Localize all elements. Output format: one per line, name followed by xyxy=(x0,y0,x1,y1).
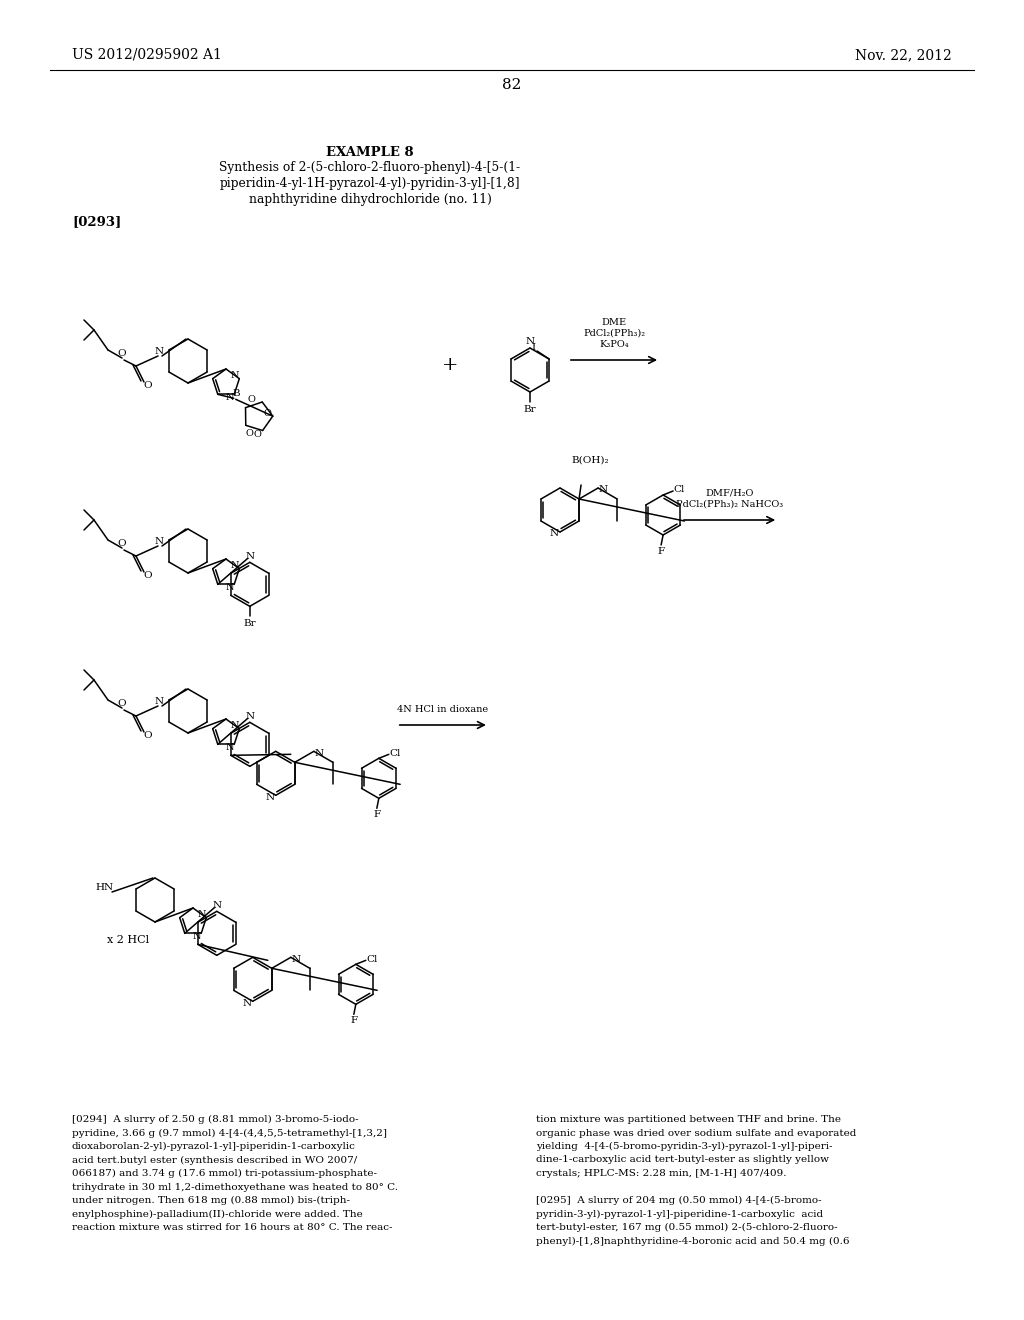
Text: N: N xyxy=(242,999,251,1008)
Text: B(OH)₂: B(OH)₂ xyxy=(571,455,609,465)
Text: O: O xyxy=(143,381,153,391)
Text: yielding  4-[4-(5-bromo-pyridin-3-yl)-pyrazol-1-yl]-piperi-: yielding 4-[4-(5-bromo-pyridin-3-yl)-pyr… xyxy=(536,1142,833,1151)
Text: Cl: Cl xyxy=(367,954,378,964)
Text: 4N HCl in dioxane: 4N HCl in dioxane xyxy=(397,705,488,714)
Text: phenyl)-[1,8]naphthyridine-4-boronic acid and 50.4 mg (0.6: phenyl)-[1,8]naphthyridine-4-boronic aci… xyxy=(536,1237,850,1246)
Text: [0295]  A slurry of 204 mg (0.50 mmol) 4-[4-(5-bromo-: [0295] A slurry of 204 mg (0.50 mmol) 4-… xyxy=(536,1196,821,1205)
Text: K₃PO₄: K₃PO₄ xyxy=(599,341,629,348)
Text: Nov. 22, 2012: Nov. 22, 2012 xyxy=(855,48,952,62)
Text: N: N xyxy=(231,371,240,380)
Text: O: O xyxy=(143,731,153,741)
Text: N: N xyxy=(226,393,234,401)
Text: pyridin-3-yl)-pyrazol-1-yl]-piperidine-1-carboxylic  acid: pyridin-3-yl)-pyrazol-1-yl]-piperidine-1… xyxy=(536,1209,823,1218)
Text: N: N xyxy=(245,552,254,561)
Text: O: O xyxy=(248,395,255,404)
Text: DMF/H₂O: DMF/H₂O xyxy=(706,488,754,498)
Text: reaction mixture was stirred for 16 hours at 80° C. The reac-: reaction mixture was stirred for 16 hour… xyxy=(72,1224,392,1232)
Text: dioxaborolan-2-yl)-pyrazol-1-yl]-piperidin-1-carboxylic: dioxaborolan-2-yl)-pyrazol-1-yl]-piperid… xyxy=(72,1142,356,1151)
Text: N: N xyxy=(155,537,164,546)
Text: N: N xyxy=(231,561,240,570)
Text: N: N xyxy=(291,954,300,964)
Text: naphthyridine dihydrochloride (no. 11): naphthyridine dihydrochloride (no. 11) xyxy=(249,194,492,206)
Text: x 2 HCl: x 2 HCl xyxy=(106,935,150,945)
Text: N: N xyxy=(231,721,240,730)
Text: O: O xyxy=(246,429,254,438)
Text: N: N xyxy=(226,743,234,752)
Text: F: F xyxy=(657,546,665,556)
Text: O: O xyxy=(118,539,126,548)
Text: N: N xyxy=(198,911,207,919)
Text: Br: Br xyxy=(244,619,256,628)
Text: HN: HN xyxy=(96,883,114,892)
Text: dine-1-carboxylic acid tert-butyl-ester as slightly yellow: dine-1-carboxylic acid tert-butyl-ester … xyxy=(536,1155,829,1164)
Text: organic phase was dried over sodium sulfate and evaporated: organic phase was dried over sodium sulf… xyxy=(536,1129,856,1138)
Text: PdCl₂(PPh₃)₂ NaHCO₃: PdCl₂(PPh₃)₂ NaHCO₃ xyxy=(676,500,783,510)
Text: O: O xyxy=(143,572,153,581)
Text: N: N xyxy=(155,347,164,356)
Text: US 2012/0295902 A1: US 2012/0295902 A1 xyxy=(72,48,222,62)
Text: crystals; HPLC-MS: 2.28 min, [M-1-H] 407/409.: crystals; HPLC-MS: 2.28 min, [M-1-H] 407… xyxy=(536,1170,786,1177)
Text: O: O xyxy=(254,430,261,440)
Text: PdCl₂(PPh₃)₂: PdCl₂(PPh₃)₂ xyxy=(583,329,645,338)
Text: N: N xyxy=(525,338,535,346)
Text: 066187) and 3.74 g (17.6 mmol) tri-potassium-phosphate-: 066187) and 3.74 g (17.6 mmol) tri-potas… xyxy=(72,1170,377,1179)
Text: acid tert.butyl ester (synthesis described in WO 2007/: acid tert.butyl ester (synthesis describ… xyxy=(72,1155,357,1164)
Text: enylphosphine)-palladium(II)-chloride were added. The: enylphosphine)-palladium(II)-chloride we… xyxy=(72,1209,362,1218)
Text: F: F xyxy=(350,1016,357,1024)
Text: EXAMPLE 8: EXAMPLE 8 xyxy=(327,145,414,158)
Text: 82: 82 xyxy=(503,78,521,92)
Text: Synthesis of 2-(5-chloro-2-fluoro-phenyl)-4-[5-(1-: Synthesis of 2-(5-chloro-2-fluoro-phenyl… xyxy=(219,161,520,174)
Text: Cl: Cl xyxy=(674,486,685,495)
Text: I: I xyxy=(531,342,536,351)
Text: F: F xyxy=(374,810,380,818)
Text: O: O xyxy=(264,409,271,417)
Text: under nitrogen. Then 618 mg (0.88 mmol) bis-(triph-: under nitrogen. Then 618 mg (0.88 mmol) … xyxy=(72,1196,350,1205)
Text: piperidin-4-yl-1H-pyrazol-4-yl)-pyridin-3-yl]-[1,8]: piperidin-4-yl-1H-pyrazol-4-yl)-pyridin-… xyxy=(220,177,520,190)
Text: N: N xyxy=(226,583,234,591)
Text: N: N xyxy=(265,793,274,801)
Text: [0293]: [0293] xyxy=(72,215,121,228)
Text: tion mixture was partitioned between THF and brine. The: tion mixture was partitioned between THF… xyxy=(536,1115,841,1125)
Text: Br: Br xyxy=(523,404,537,413)
Text: trihydrate in 30 ml 1,2-dimethoxyethane was heated to 80° C.: trihydrate in 30 ml 1,2-dimethoxyethane … xyxy=(72,1183,398,1192)
Text: tert-butyl-ester, 167 mg (0.55 mmol) 2-(5-chloro-2-fluoro-: tert-butyl-ester, 167 mg (0.55 mmol) 2-(… xyxy=(536,1224,838,1232)
Text: [0294]  A slurry of 2.50 g (8.81 mmol) 3-bromo-5-iodo-: [0294] A slurry of 2.50 g (8.81 mmol) 3-… xyxy=(72,1115,358,1125)
Text: O: O xyxy=(118,698,126,708)
Text: B: B xyxy=(232,389,241,397)
Text: N: N xyxy=(193,932,202,941)
Text: O: O xyxy=(118,348,126,358)
Text: N: N xyxy=(245,711,254,721)
Text: +: + xyxy=(441,356,459,374)
Text: pyridine, 3.66 g (9.7 mmol) 4-[4-(4,4,5,5-tetramethyl-[1,3,2]: pyridine, 3.66 g (9.7 mmol) 4-[4-(4,4,5,… xyxy=(72,1129,387,1138)
Text: N: N xyxy=(212,900,221,909)
Text: N: N xyxy=(599,486,607,495)
Text: DME: DME xyxy=(601,318,627,327)
Text: Cl: Cl xyxy=(389,748,400,758)
Text: N: N xyxy=(550,529,558,539)
Text: N: N xyxy=(155,697,164,706)
Text: N: N xyxy=(314,748,324,758)
